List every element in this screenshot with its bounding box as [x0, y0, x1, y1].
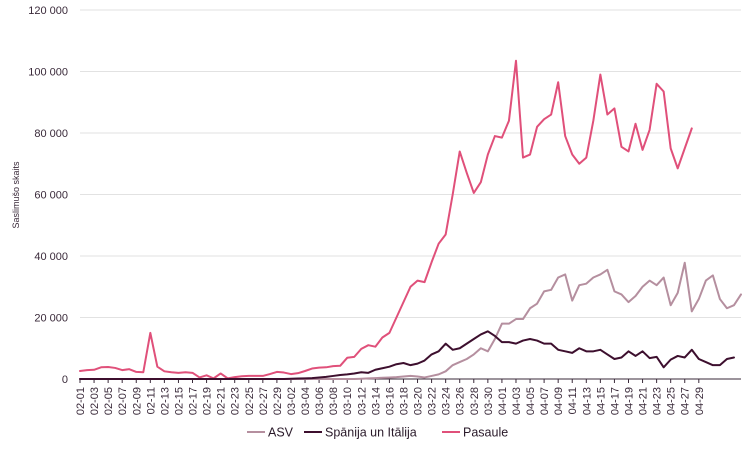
- x-tick-label: 03-28: [469, 387, 481, 415]
- y-tick-label: 80 000: [34, 128, 68, 140]
- x-tick-label: 02-07: [117, 387, 129, 415]
- x-tick-label: 02-25: [244, 387, 256, 415]
- y-tick-label: 120 000: [28, 5, 68, 17]
- x-tick-label: 04-07: [539, 387, 551, 415]
- x-tick-label: 02-19: [202, 387, 214, 415]
- x-tick-label: 04-29: [694, 387, 706, 415]
- y-tick-label: 100 000: [28, 67, 68, 79]
- legend-label: Pasaule: [463, 426, 508, 440]
- x-tick-label: 03-10: [342, 387, 354, 415]
- x-axis-ticks: 02-01 02-03 02-05 02-07 02-09 02-11 02-13 02-15…: [75, 379, 706, 415]
- x-tick-label: 03-18: [398, 387, 410, 415]
- y-axis-label: Saslimušo skaits: [11, 161, 21, 229]
- x-tick-label: 04-15: [595, 387, 607, 415]
- x-tick-label: 02-23: [230, 387, 242, 415]
- gridlines: [80, 9, 741, 318]
- x-tick-label: 04-09: [553, 387, 565, 415]
- x-tick-label: 02-15: [173, 387, 185, 415]
- x-tick-label: 02-11: [145, 387, 157, 414]
- x-tick-label: 02-17: [188, 387, 200, 415]
- y-axis-ticks: 0 20 000 40 000 60 000 80 000 100 000 120 000: [28, 5, 68, 386]
- x-tick-label: 03-14: [370, 387, 382, 415]
- legend-label: Spānija un Itālija: [325, 426, 417, 440]
- x-tick-label: 02-27: [258, 387, 270, 415]
- series-line-0: [79, 261, 742, 380]
- x-tick-label: 03-30: [483, 387, 495, 415]
- x-tick-label: 04-27: [680, 387, 692, 415]
- x-tick-label: 04-25: [666, 387, 678, 415]
- x-tick-label: 03-20: [413, 387, 425, 415]
- series-lines: [79, 59, 742, 380]
- x-tick-label: 03-04: [300, 387, 312, 415]
- x-tick-label: 02-09: [131, 387, 143, 415]
- x-tick-label: 04-19: [623, 387, 635, 415]
- legend-label: ASV: [268, 426, 294, 440]
- x-tick-label: 03-02: [286, 387, 298, 415]
- series-line-1: [79, 330, 735, 380]
- x-tick-label: 04-05: [525, 387, 537, 415]
- x-tick-label: 02-03: [89, 387, 101, 415]
- x-tick-label: 03-08: [328, 387, 340, 415]
- legend: ASV Spānija un Itālija Pasaule: [247, 426, 508, 440]
- y-tick-label: 40 000: [34, 251, 68, 263]
- x-tick-label: 04-17: [609, 387, 621, 415]
- series-line-2: [79, 59, 693, 380]
- x-tick-label: 02-13: [159, 387, 171, 415]
- x-tick-label: 04-13: [581, 387, 593, 415]
- y-tick-label: 60 000: [34, 190, 68, 202]
- x-tick-label: 03-06: [314, 387, 326, 415]
- x-tick-label: 04-11: [567, 387, 579, 414]
- x-tick-label: 04-21: [638, 387, 650, 415]
- x-tick-label: 04-23: [652, 387, 664, 415]
- x-tick-label: 03-24: [441, 387, 453, 415]
- x-tick-label: 02-05: [103, 387, 115, 415]
- x-tick-label: 03-12: [356, 387, 368, 415]
- x-tick-label: 03-16: [384, 387, 396, 415]
- x-tick-label: 02-21: [216, 387, 228, 415]
- x-tick-label: 04-03: [511, 387, 523, 415]
- x-tick-label: 03-22: [427, 387, 439, 415]
- x-tick-label: 02-01: [75, 387, 87, 415]
- y-tick-label: 0: [62, 374, 68, 386]
- x-tick-label: 04-01: [497, 387, 509, 415]
- y-tick-label: 20 000: [34, 313, 68, 325]
- x-tick-label: 02-29: [272, 387, 284, 415]
- x-tick-label: 03-26: [455, 387, 467, 415]
